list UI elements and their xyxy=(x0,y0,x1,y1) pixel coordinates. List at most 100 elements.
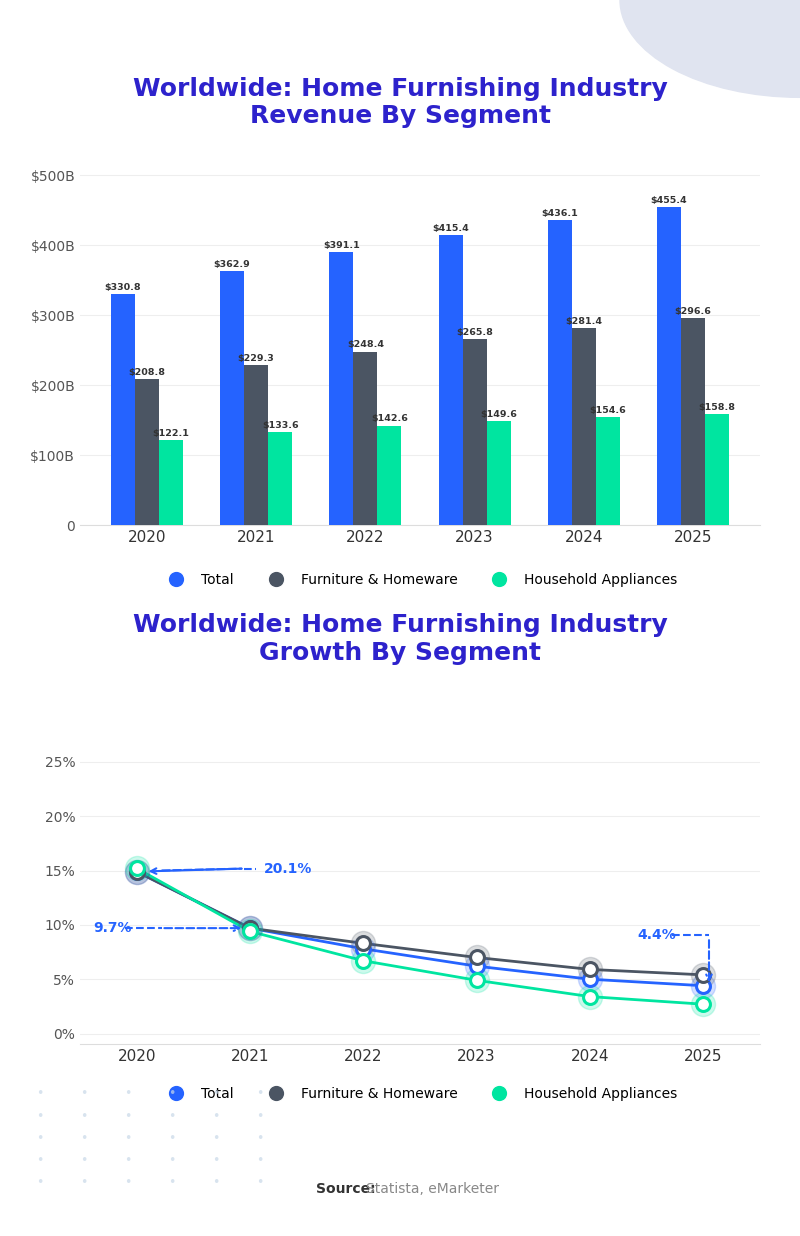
Text: •: • xyxy=(80,1110,88,1122)
Bar xyxy=(159,440,183,525)
Point xyxy=(697,994,710,1014)
Text: 20.1%: 20.1% xyxy=(263,861,312,875)
Text: •: • xyxy=(36,1110,44,1122)
Point xyxy=(470,970,483,990)
Point xyxy=(243,918,256,938)
Point xyxy=(357,939,370,959)
Bar xyxy=(657,206,681,525)
Point xyxy=(470,957,483,976)
Text: $330.8: $330.8 xyxy=(105,283,142,292)
Point xyxy=(357,933,370,953)
Text: •: • xyxy=(168,1132,176,1145)
Point xyxy=(697,994,710,1014)
Text: •: • xyxy=(168,1110,176,1122)
Bar xyxy=(220,272,244,525)
Text: •: • xyxy=(80,1088,88,1100)
Point xyxy=(130,859,143,879)
Point xyxy=(130,861,143,881)
Text: •: • xyxy=(124,1132,132,1145)
Bar xyxy=(244,365,268,525)
Point xyxy=(697,965,710,985)
Point xyxy=(584,969,597,989)
Text: •: • xyxy=(36,1088,44,1100)
Text: •: • xyxy=(124,1110,132,1122)
Point xyxy=(584,959,597,979)
Bar xyxy=(681,318,705,525)
Text: 4.4%: 4.4% xyxy=(638,928,676,942)
Text: •: • xyxy=(212,1177,220,1189)
Text: •: • xyxy=(36,1154,44,1167)
Text: $142.6: $142.6 xyxy=(371,414,408,424)
Bar xyxy=(705,414,729,525)
Bar xyxy=(378,425,402,525)
Text: $229.3: $229.3 xyxy=(238,353,274,363)
Bar xyxy=(596,417,620,525)
Point xyxy=(470,970,483,990)
Text: •: • xyxy=(256,1177,264,1189)
Text: $455.4: $455.4 xyxy=(650,195,687,205)
Text: 9.7%: 9.7% xyxy=(94,921,132,936)
Point xyxy=(130,861,143,881)
Text: Source:: Source: xyxy=(316,1182,376,1196)
Text: •: • xyxy=(212,1088,220,1100)
Text: •: • xyxy=(256,1132,264,1145)
Text: •: • xyxy=(168,1154,176,1167)
Point xyxy=(357,939,370,959)
Text: •: • xyxy=(80,1177,88,1189)
Bar xyxy=(572,329,596,525)
Point xyxy=(697,965,710,985)
Legend: Total, Furniture & Homeware, Household Appliances: Total, Furniture & Homeware, Household A… xyxy=(157,567,683,592)
Legend: Total, Furniture & Homeware, Household Appliances: Total, Furniture & Homeware, Household A… xyxy=(157,1082,683,1106)
Text: $208.8: $208.8 xyxy=(129,368,166,377)
Bar xyxy=(438,235,462,525)
Point xyxy=(697,976,710,996)
Text: •: • xyxy=(80,1154,88,1167)
Point xyxy=(243,922,256,942)
Text: •: • xyxy=(256,1154,264,1167)
Point xyxy=(243,918,256,938)
Text: $362.9: $362.9 xyxy=(214,261,250,269)
Text: •: • xyxy=(124,1154,132,1167)
Bar xyxy=(354,351,378,525)
Point xyxy=(243,922,256,942)
Bar xyxy=(111,294,135,525)
Bar xyxy=(548,220,572,525)
Bar xyxy=(462,340,486,525)
Text: $158.8: $158.8 xyxy=(698,403,735,412)
Text: $391.1: $391.1 xyxy=(323,241,360,250)
Text: $415.4: $415.4 xyxy=(432,224,469,232)
Point xyxy=(130,859,143,879)
Text: •: • xyxy=(256,1088,264,1100)
Text: $296.6: $296.6 xyxy=(674,307,711,315)
Text: •: • xyxy=(36,1177,44,1189)
Bar xyxy=(268,431,292,525)
Point xyxy=(243,918,256,938)
Text: •: • xyxy=(168,1177,176,1189)
Text: Statista, eMarketer: Statista, eMarketer xyxy=(366,1182,499,1196)
Text: •: • xyxy=(168,1088,176,1100)
Point xyxy=(697,976,710,996)
Text: •: • xyxy=(212,1110,220,1122)
Text: •: • xyxy=(212,1132,220,1145)
Text: •: • xyxy=(256,1110,264,1122)
Text: $281.4: $281.4 xyxy=(566,318,602,326)
Point xyxy=(243,918,256,938)
Point xyxy=(130,861,143,881)
Text: •: • xyxy=(80,1132,88,1145)
Point xyxy=(130,861,143,881)
Point xyxy=(470,957,483,976)
Text: $436.1: $436.1 xyxy=(542,209,578,218)
Point xyxy=(584,969,597,989)
Text: Worldwide: Home Furnishing Industry
Revenue By Segment: Worldwide: Home Furnishing Industry Reve… xyxy=(133,77,667,129)
Point xyxy=(584,959,597,979)
Text: •: • xyxy=(36,1132,44,1145)
Point xyxy=(357,950,370,970)
Text: $149.6: $149.6 xyxy=(480,409,517,419)
Point xyxy=(470,948,483,968)
Circle shape xyxy=(620,0,800,98)
Text: •: • xyxy=(212,1154,220,1167)
Bar xyxy=(330,252,354,525)
Text: $122.1: $122.1 xyxy=(153,429,190,438)
Bar xyxy=(135,379,159,525)
Point xyxy=(357,950,370,970)
